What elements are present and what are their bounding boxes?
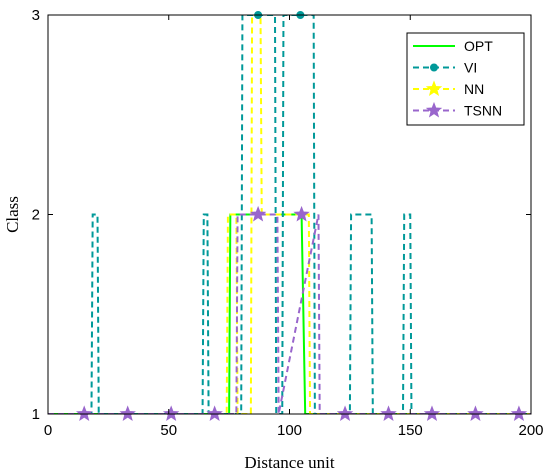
series-tsnn-marker bbox=[510, 405, 528, 421]
tick-layer: 0 50 100 150 200 1 2 3 bbox=[32, 7, 544, 439]
x-tick-label: 200 bbox=[518, 422, 543, 439]
series-nn-line bbox=[48, 15, 531, 414]
series-layer bbox=[48, 15, 531, 414]
series-tsnn-marker bbox=[76, 405, 93, 421]
series-tsnn-line bbox=[48, 213, 531, 414]
y-tick-label: 3 bbox=[32, 7, 40, 24]
x-tick-label: 0 bbox=[44, 422, 52, 439]
x-tick-label: 50 bbox=[160, 422, 177, 439]
series-tsnn-marker bbox=[423, 405, 441, 421]
series-tsnn-marker bbox=[293, 205, 310, 222]
x-tick-label: 100 bbox=[277, 422, 302, 439]
series-tsnn-marker bbox=[467, 405, 484, 421]
legend-nn-marker bbox=[425, 80, 443, 96]
series-tsnn-marker bbox=[162, 405, 180, 421]
series-tsnn-marker bbox=[206, 405, 223, 421]
marker-layer bbox=[76, 11, 528, 421]
legend-vi-label: VI bbox=[464, 60, 477, 76]
legend-nn-label: NN bbox=[464, 81, 484, 97]
x-tick-label: 150 bbox=[398, 422, 423, 439]
legend-opt-label: OPT bbox=[464, 38, 493, 54]
legend-vi-marker bbox=[430, 63, 438, 72]
x-axis-title: Distance unit bbox=[244, 453, 334, 472]
legend-tsnn-label: TSNN bbox=[464, 103, 502, 119]
series-tsnn-marker bbox=[380, 405, 397, 421]
legend: OPT VI NN TSNN bbox=[406, 32, 525, 126]
series-tsnn-marker bbox=[119, 405, 136, 421]
series-tsnn-marker bbox=[336, 405, 354, 421]
y-tick-label: 1 bbox=[32, 406, 40, 423]
y-axis-title: Class bbox=[3, 196, 22, 233]
series-tsnn-marker bbox=[249, 205, 267, 222]
legend-tsnn-marker bbox=[425, 101, 443, 118]
y-tick-label: 2 bbox=[32, 207, 40, 224]
